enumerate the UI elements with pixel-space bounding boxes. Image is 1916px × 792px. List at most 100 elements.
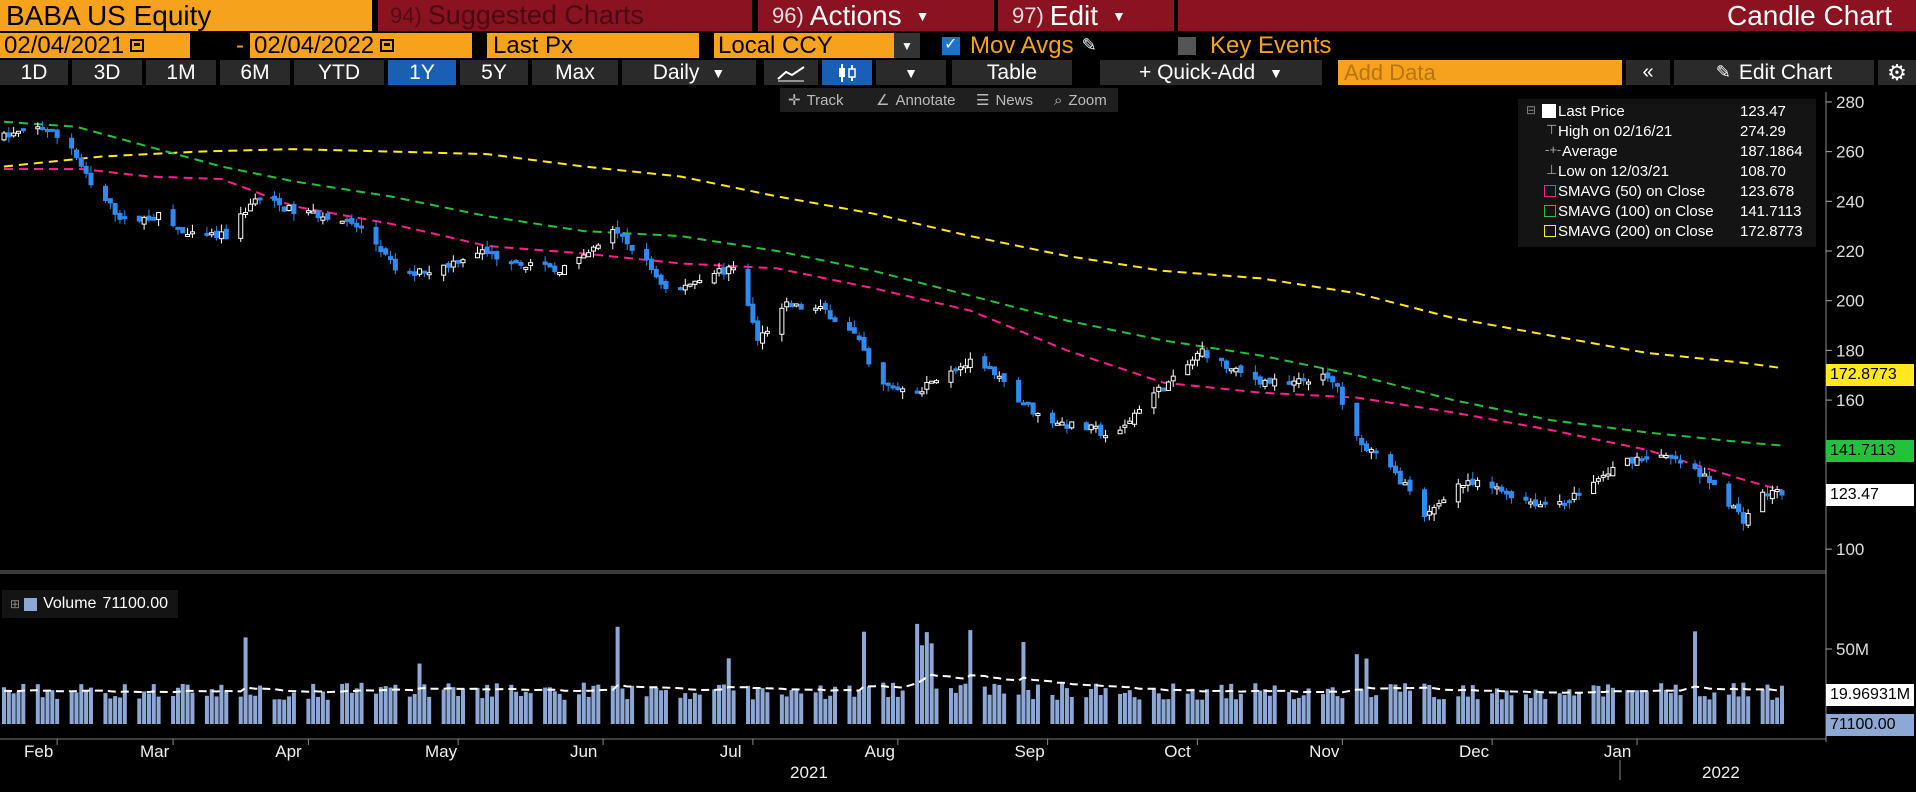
candle-up bbox=[1296, 378, 1302, 384]
start-date-field[interactable]: 02/04/2021 bbox=[0, 32, 190, 59]
candle-down bbox=[1692, 463, 1698, 470]
range-bar: 1D 3D 1M 6M YTD 1Y 5Y Max Daily ▼ ▼ Tabl… bbox=[0, 59, 1916, 87]
collapse-icon[interactable]: ⊟ bbox=[1526, 103, 1537, 117]
range-max[interactable]: Max bbox=[532, 60, 618, 85]
checkbox-unchecked-icon[interactable] bbox=[1178, 36, 1196, 55]
volume-bar bbox=[731, 690, 736, 724]
zoom-tool[interactable]: ⌕ Zoom bbox=[1046, 88, 1118, 112]
volume-bar bbox=[489, 696, 494, 724]
mov-avgs-toggle[interactable]: Mov Avgs ✎ bbox=[942, 32, 1162, 59]
edit-menu[interactable]: 97) Edit ▼ bbox=[998, 0, 1174, 31]
volume-bar bbox=[557, 693, 562, 724]
volume-bar bbox=[214, 696, 219, 724]
pencil-icon[interactable]: ✎ bbox=[1081, 35, 1097, 55]
candle-down bbox=[1363, 443, 1369, 452]
volume-bar bbox=[1543, 699, 1548, 724]
candle-down bbox=[721, 267, 727, 275]
candle-up bbox=[1571, 492, 1577, 500]
volume-bar bbox=[456, 695, 461, 724]
candle-up bbox=[711, 272, 717, 284]
volume-legend: ⊞ Volume 71100.00 bbox=[2, 590, 178, 618]
annotate-tool[interactable]: ∠ Annotate bbox=[868, 88, 968, 112]
chevron-down-icon: ▼ bbox=[711, 64, 726, 81]
candle-up bbox=[1165, 381, 1171, 391]
volume-bar bbox=[1465, 696, 1470, 724]
gear-icon[interactable]: ⚙ bbox=[1878, 60, 1916, 85]
calendar-icon[interactable] bbox=[380, 39, 395, 52]
ticker-field[interactable]: BABA US Equity bbox=[0, 0, 372, 31]
table-button[interactable]: Table bbox=[952, 60, 1072, 85]
legend-label: Last Price bbox=[1558, 103, 1625, 120]
volume-bar bbox=[1398, 691, 1403, 724]
volume-bar bbox=[1668, 693, 1673, 724]
volume-bar bbox=[378, 687, 383, 724]
quick-add-button[interactable]: + Quick-Add ▼ bbox=[1100, 60, 1322, 85]
candle-up bbox=[1088, 424, 1094, 431]
volume-bar bbox=[721, 684, 726, 724]
candle-up bbox=[1610, 466, 1616, 477]
volume-bar bbox=[108, 698, 113, 724]
range-6m[interactable]: 6M bbox=[220, 60, 290, 85]
currency-selector[interactable]: Local CCY ▼ bbox=[714, 32, 920, 59]
suggested-charts-number: 94) bbox=[390, 2, 422, 28]
frequency-selector[interactable]: Daily ▼ bbox=[622, 60, 756, 85]
high-marker-icon: ⊤ bbox=[1546, 122, 1558, 137]
candle-up bbox=[1127, 420, 1133, 424]
volume-bar bbox=[175, 687, 180, 724]
candle-up bbox=[581, 254, 587, 259]
collapse-icon[interactable]: ⊞ bbox=[10, 597, 21, 611]
range-5y[interactable]: 5Y bbox=[460, 60, 528, 85]
actions-label: Actions bbox=[809, 0, 902, 31]
volume-bar bbox=[1770, 699, 1775, 724]
candle-up bbox=[764, 330, 770, 334]
checkbox-checked-icon[interactable] bbox=[942, 34, 960, 55]
range-1y[interactable]: 1Y bbox=[388, 60, 456, 85]
add-data-input[interactable] bbox=[1338, 60, 1622, 85]
volume-bar bbox=[750, 699, 755, 724]
candle-chart-icon[interactable] bbox=[822, 60, 872, 85]
candle-down bbox=[1740, 512, 1746, 524]
range-3d[interactable]: 3D bbox=[72, 60, 142, 85]
key-events-toggle[interactable]: Key Events bbox=[1178, 32, 1398, 59]
end-date-field[interactable]: 02/04/2022 bbox=[250, 32, 472, 59]
candle-down bbox=[359, 225, 365, 229]
volume-bar bbox=[224, 691, 229, 724]
volume-bar bbox=[654, 687, 659, 724]
candle-down bbox=[856, 335, 862, 341]
calendar-icon[interactable] bbox=[130, 39, 145, 52]
month-label: Jan bbox=[1604, 742, 1631, 761]
candle-up bbox=[523, 266, 529, 270]
news-tool[interactable]: ☰ News bbox=[968, 88, 1046, 112]
volume-bar bbox=[1504, 690, 1509, 724]
track-tool[interactable]: ✛ Track bbox=[780, 88, 876, 112]
field-selector[interactable]: Last Px bbox=[487, 32, 699, 59]
candle-up bbox=[238, 213, 244, 239]
candle-up bbox=[286, 205, 292, 212]
range-1d[interactable]: 1D bbox=[0, 60, 68, 85]
candle-chart[interactable]: 10012014016018020022024026028050MFebMarA… bbox=[0, 88, 1916, 792]
candle-down bbox=[383, 248, 389, 255]
line-chart-icon[interactable] bbox=[764, 60, 818, 85]
chevron-down-icon[interactable]: ▼ bbox=[876, 60, 946, 85]
suggested-charts-menu[interactable]: 94) Suggested Charts bbox=[378, 0, 752, 31]
volume-bar bbox=[1171, 683, 1176, 724]
candle-down bbox=[1576, 492, 1582, 496]
range-ytd[interactable]: YTD bbox=[294, 60, 384, 85]
price-tick-label: 160 bbox=[1836, 391, 1864, 410]
volume-bar bbox=[746, 685, 751, 724]
actions-menu[interactable]: 96) Actions ▼ bbox=[758, 0, 994, 31]
volume-bar bbox=[1122, 692, 1127, 724]
collapse-icon[interactable]: « bbox=[1626, 60, 1670, 85]
candle-up bbox=[1475, 479, 1481, 488]
edit-chart-button[interactable]: ✎ Edit Chart bbox=[1674, 60, 1874, 85]
candle-down bbox=[1726, 483, 1732, 507]
candle-up bbox=[1199, 348, 1205, 357]
month-label: Sep bbox=[1014, 742, 1044, 761]
year-label: 2022 bbox=[1702, 763, 1740, 782]
chevron-down-icon[interactable]: ▼ bbox=[894, 33, 920, 58]
price-tick-label: 180 bbox=[1836, 341, 1864, 360]
volume-bar bbox=[1330, 687, 1335, 724]
range-1m[interactable]: 1M bbox=[146, 60, 216, 85]
legend-sma100: SMAVG (100) on Close 141.7113 bbox=[1518, 201, 1816, 221]
legend-average: -+- Average 187.1864 bbox=[1518, 141, 1816, 161]
